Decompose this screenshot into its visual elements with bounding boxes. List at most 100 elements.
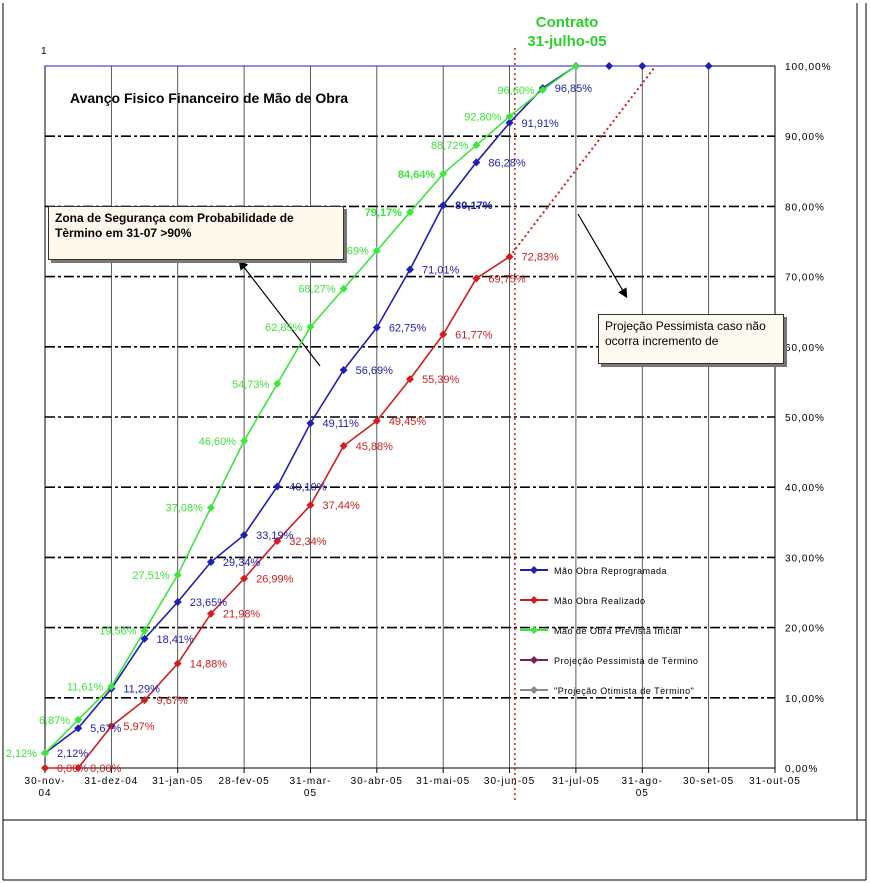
legend-marker	[530, 566, 538, 574]
legend-marker	[530, 656, 538, 664]
top-line-marker	[605, 62, 614, 70]
y-tick-label: 0,00%	[785, 764, 818, 775]
data-label-reprogramada: 11,29%	[123, 684, 160, 696]
data-label-reprogramada: 56,69%	[356, 365, 394, 377]
point-reprogramada	[140, 634, 149, 643]
x-tick-label: 31-mai-05	[416, 776, 470, 787]
x-tick-label: 31-dez-04	[84, 776, 138, 787]
legend-label: "Projeção Otimista de Tèrmino"	[554, 686, 694, 696]
point-realizado	[406, 375, 414, 384]
y-tick-label: 50,00%	[785, 413, 825, 424]
data-label-prevista: 6,87%	[39, 715, 70, 727]
legend-label: Mão Obra Realizado	[554, 596, 646, 606]
x-tick-label: 30-jun-05	[484, 776, 535, 787]
legend-marker	[530, 686, 538, 694]
point-prevista	[571, 62, 580, 70]
y-tick-label: 20,00%	[785, 624, 825, 635]
point-reprogramada	[74, 724, 83, 733]
data-label-realizado: 14,88%	[190, 659, 228, 671]
point-realizado	[206, 609, 215, 618]
data-label-realizado: 32,34%	[289, 536, 327, 548]
data-label-reprogramada: 29,34%	[223, 557, 261, 569]
data-label-realizado: 69,75%	[488, 273, 526, 285]
point-prevista	[406, 208, 414, 217]
point-realizado	[339, 441, 348, 450]
legend-marker	[530, 596, 538, 604]
point-realizado	[472, 274, 481, 283]
point-reprogramada	[339, 366, 348, 375]
data-label-reprogramada: 80,17%	[455, 200, 493, 212]
point-prevista	[538, 85, 547, 94]
legend-label: Mão Obra Reprogramada	[554, 566, 667, 576]
point-prevista	[41, 749, 49, 758]
point-prevista	[505, 112, 514, 121]
point-prevista	[206, 503, 215, 512]
data-label-prevista: 88,72%	[431, 140, 469, 152]
data-label-prevista: 96,60%	[497, 85, 535, 97]
point-realizado	[306, 501, 315, 510]
legend-label: Projeção Pessimista de Tèrmino	[554, 656, 698, 666]
data-label-reprogramada: 62,75%	[389, 322, 427, 334]
data-label-prevista: 84,64%	[398, 169, 436, 181]
point-reprogramada	[306, 419, 315, 428]
axes: 0,00% 10,00% 20,00% 30,00% 40,00% 50,00% 60,00…	[25, 62, 831, 799]
point-prevista	[372, 246, 381, 255]
data-label-prevista: 68,27%	[298, 284, 336, 296]
data-label-prevista: 79,17%	[365, 207, 403, 219]
point-realizado	[140, 696, 149, 705]
y-tick-label: 80,00%	[785, 202, 825, 213]
data-label-realizado: 55,39%	[422, 374, 460, 386]
top-line-marker	[704, 62, 713, 70]
data-label-prevista: 19,56%	[99, 626, 137, 638]
point-prevista	[439, 169, 448, 178]
data-label-prevista: 27,51%	[132, 570, 170, 582]
data-label-prevista: 11,61%	[67, 681, 104, 693]
data-label-reprogramada: 49,11%	[322, 418, 359, 430]
x-tick-label: 30-nov-04	[25, 776, 66, 799]
data-label-realizado: 45,88%	[356, 441, 394, 453]
data-label-realizado: 0,00%	[90, 763, 121, 775]
contract-date: 31-julho-05	[527, 33, 607, 50]
point-realizado	[41, 764, 49, 772]
series-lines	[41, 48, 713, 800]
data-label-realizado: 26,99%	[256, 574, 294, 586]
point-realizado	[173, 659, 182, 668]
point-reprogramada	[206, 558, 215, 567]
pessimist-projection-callout: Projeção Pessimista caso não ocorra incr…	[598, 314, 784, 364]
top-line-marker	[638, 62, 647, 70]
point-realizado	[372, 416, 381, 425]
data-label-reprogramada: 91,91%	[522, 118, 560, 130]
chart-title: Avanço Fisico Financeiro de Mão de Obra	[70, 90, 348, 106]
x-tick-label: 30-set-05	[683, 776, 734, 787]
data-label-reprogramada: 40,10%	[289, 481, 327, 493]
data-label-reprogramada: 33,19%	[256, 530, 294, 542]
point-reprogramada	[372, 323, 381, 332]
data-label-realizado: 37,44%	[322, 500, 360, 512]
data-label-prevista: 92,80%	[464, 112, 502, 124]
data-label-realizado: 9,67%	[157, 695, 188, 707]
y-tick-label: 10,00%	[785, 694, 825, 705]
outer-frame	[2, 3, 867, 881]
legend-marker	[530, 626, 538, 634]
data-label-prevista: 54,73%	[232, 379, 270, 391]
corner-marker: 1	[41, 46, 47, 57]
legend: Mão Obra Reprogramada Mão Obra Realizado M…	[520, 566, 698, 696]
point-prevista	[240, 436, 249, 445]
x-tick-label: 30-abr-05	[351, 776, 403, 787]
data-label-reprogramada: 96,85%	[555, 83, 593, 95]
data-label-realizado: 49,45%	[389, 416, 427, 428]
data-label-realizado: 61,77%	[455, 329, 493, 341]
point-reprogramada	[472, 158, 481, 167]
data-label-prevista: 46,60%	[199, 436, 237, 448]
x-tick-label: 31-ago-05	[622, 776, 663, 799]
point-prevista	[273, 379, 282, 388]
contract-label: Contrato	[535, 14, 599, 31]
point-realizado	[74, 764, 83, 772]
point-prevista	[107, 682, 116, 691]
x-tick-label: 31-out-05	[749, 776, 801, 787]
point-prevista	[140, 626, 149, 635]
legend-label: Mão de Obra Prevista Inicial	[554, 626, 681, 636]
point-prevista	[173, 570, 182, 579]
data-label-prevista: 62,85%	[265, 322, 303, 334]
